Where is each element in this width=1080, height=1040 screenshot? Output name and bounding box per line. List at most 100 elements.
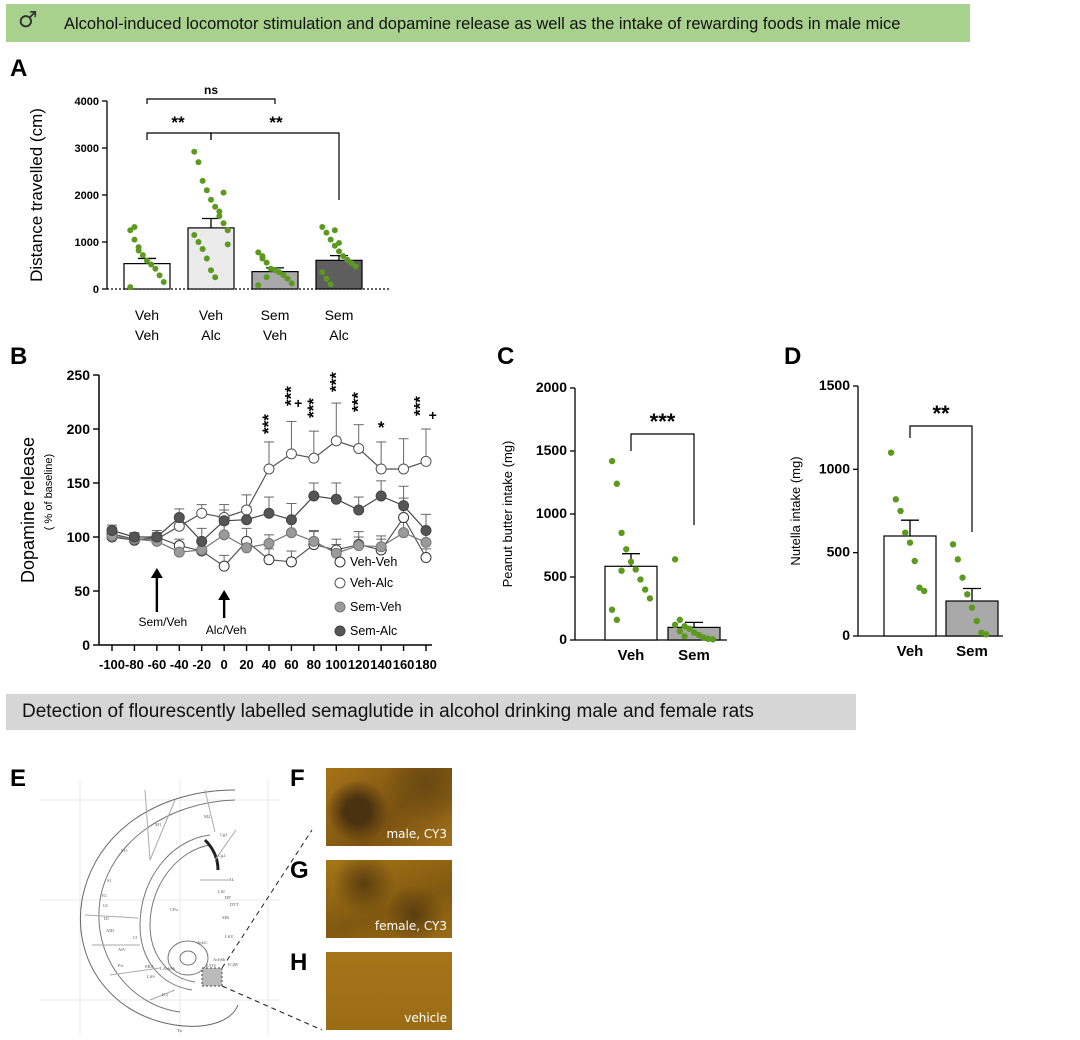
category-label: Sem bbox=[261, 307, 290, 323]
roi-box bbox=[201, 967, 223, 987]
legend-marker bbox=[334, 556, 346, 568]
series-marker bbox=[263, 554, 275, 566]
brain-region-label: AID bbox=[106, 928, 115, 933]
significance-label: *** bbox=[304, 398, 323, 418]
y-axis-label: Dopamine release bbox=[18, 437, 38, 583]
brain-region-label: ICjM bbox=[228, 962, 238, 967]
data-point bbox=[323, 229, 330, 236]
y-tick-label: 1500 bbox=[536, 442, 567, 458]
brain-outline bbox=[80, 789, 239, 1027]
category-label: Alc bbox=[329, 327, 348, 343]
data-point bbox=[686, 625, 693, 632]
brain-region-label: S1J bbox=[121, 848, 128, 853]
data-point bbox=[327, 236, 334, 243]
data-point bbox=[131, 223, 138, 230]
data-point bbox=[224, 241, 231, 248]
data-point bbox=[195, 239, 202, 245]
data-point bbox=[216, 213, 223, 220]
y-tick-label: 3000 bbox=[75, 143, 99, 155]
brain-region-label: ERA bbox=[145, 964, 155, 969]
data-point bbox=[336, 248, 342, 255]
zoom-line-top bbox=[221, 829, 313, 969]
anterior-commissure-core bbox=[179, 950, 197, 966]
section-title-bottom: Detection of flourescently labelled sema… bbox=[22, 701, 754, 722]
arrow-label: Sem/Veh bbox=[139, 615, 188, 629]
section-banner-bottom: Detection of flourescently labelled sema… bbox=[6, 694, 856, 730]
brain-region-label: AIV bbox=[118, 947, 127, 952]
data-point bbox=[152, 265, 159, 272]
data-point bbox=[144, 257, 150, 264]
panel-letter-h: H bbox=[290, 949, 307, 976]
panel-letter-e: E bbox=[10, 765, 26, 792]
series-marker bbox=[173, 512, 185, 524]
y-tick-label: 1000 bbox=[819, 460, 850, 476]
data-point bbox=[897, 507, 904, 515]
x-tick-label: 20 bbox=[239, 657, 253, 672]
y-tick-label: 0 bbox=[559, 631, 567, 647]
panel-letter-f: F bbox=[290, 765, 305, 792]
data-point bbox=[709, 636, 717, 643]
series-marker bbox=[263, 463, 275, 475]
brain-region-label: DTT bbox=[230, 902, 239, 907]
arrow-head-icon bbox=[150, 568, 163, 578]
panel-c-chart: 0 500 1000 1500 2000 Peanut butter intake (mg… bbox=[500, 379, 727, 664]
data-point bbox=[255, 282, 262, 289]
brain-region-label: Cg1 bbox=[220, 832, 228, 837]
y-tick-label: 500 bbox=[544, 568, 568, 584]
category-label: Veh bbox=[618, 647, 645, 664]
brain-region-label: IG bbox=[102, 893, 107, 898]
data-point bbox=[949, 541, 957, 548]
series-marker bbox=[420, 536, 432, 548]
significance-label: *** bbox=[650, 409, 676, 434]
data-point bbox=[618, 529, 625, 537]
y-tick-label: 200 bbox=[67, 421, 91, 437]
category-label: Veh bbox=[263, 327, 287, 343]
x-tick-label: 100 bbox=[325, 657, 347, 672]
x-tick-label: 60 bbox=[284, 657, 298, 672]
micrograph-vehicle: vehicle bbox=[326, 952, 452, 1030]
series-marker bbox=[263, 507, 275, 519]
series-marker bbox=[330, 493, 342, 505]
brain-region-label: LSI bbox=[218, 889, 225, 894]
data-point bbox=[959, 574, 966, 581]
data-point bbox=[690, 629, 698, 636]
legend-label: Sem-Alc bbox=[350, 624, 397, 638]
section-banner-top: ♂ Alcohol-induced locomotor stimulation … bbox=[6, 4, 970, 42]
brain-region-label: LAcbSh bbox=[160, 966, 176, 971]
y-tick-label: 0 bbox=[842, 627, 850, 643]
data-point bbox=[671, 621, 679, 629]
atlas-grid bbox=[40, 780, 280, 1035]
data-point bbox=[348, 260, 355, 267]
data-point bbox=[916, 584, 923, 591]
ventricle-mark bbox=[203, 838, 220, 871]
data-point bbox=[203, 187, 210, 194]
y-tick-label: 500 bbox=[827, 544, 851, 560]
series-marker bbox=[353, 442, 365, 454]
category-label: Veh bbox=[135, 307, 159, 323]
category-label: Alc bbox=[201, 327, 220, 343]
data-point bbox=[319, 223, 326, 230]
section-title-top: Alcohol-induced locomotor stimulation an… bbox=[64, 15, 901, 33]
data-point bbox=[212, 203, 219, 210]
corpus-callosum-inner-line bbox=[149, 844, 211, 983]
x-tick-label: -100 bbox=[99, 657, 125, 672]
brain-region-label: SHi bbox=[222, 915, 230, 920]
brain-region-label: E/OV bbox=[206, 963, 217, 968]
panel-letter-c: C bbox=[497, 343, 514, 370]
data-point bbox=[618, 567, 625, 574]
data-point bbox=[203, 255, 210, 262]
panel-b-chart: 0 50 100 150 200 250 -100 -80 -60 -40 -20 0 20 40 60 80… bbox=[18, 367, 437, 672]
significance-label: *** bbox=[349, 392, 368, 412]
x-tick-label: 80 bbox=[307, 657, 321, 672]
series-marker bbox=[241, 504, 253, 516]
series-marker bbox=[375, 541, 387, 553]
y-axis-label: Nutella intake (mg) bbox=[788, 456, 803, 565]
data-point bbox=[892, 496, 900, 503]
y-tick-label: 150 bbox=[67, 475, 91, 491]
data-point bbox=[608, 606, 616, 613]
brain-region-label: Pir bbox=[118, 963, 124, 968]
significance-label: *** bbox=[259, 414, 278, 434]
y-axis-label: Peanut butter intake (mg) bbox=[500, 441, 515, 588]
category-label: Sem bbox=[325, 307, 354, 323]
significance-bracket bbox=[146, 98, 276, 104]
